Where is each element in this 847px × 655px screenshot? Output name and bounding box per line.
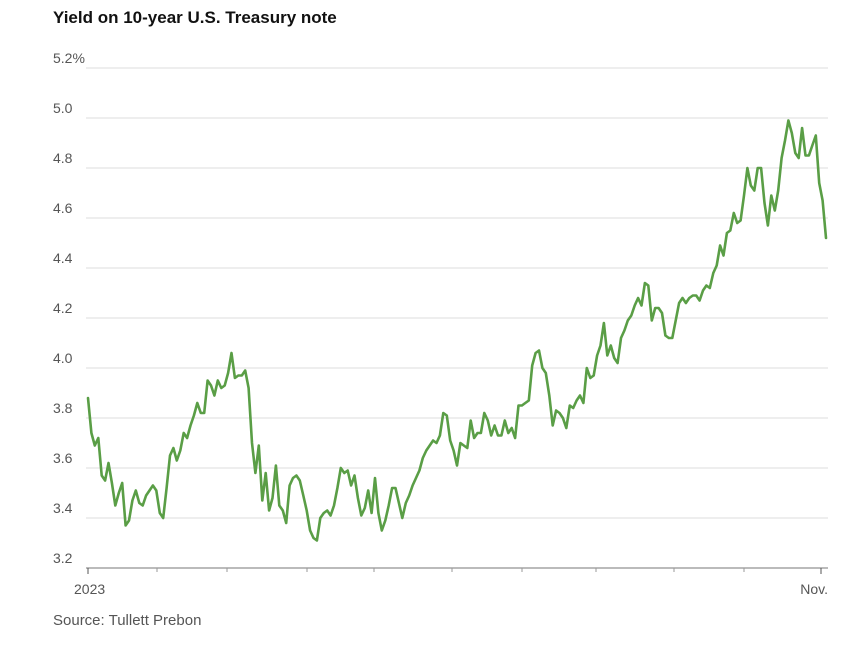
y-tick-label: 5.2% xyxy=(53,50,85,66)
chart-title: Yield on 10-year U.S. Treasury note xyxy=(53,8,337,27)
series-layer xyxy=(86,119,828,542)
y-tick-label: 4.8 xyxy=(53,150,73,166)
y-tick-label: 5.0 xyxy=(53,100,73,116)
y-tick-label: 4.2 xyxy=(53,300,73,316)
x-tick-label: Nov. xyxy=(800,581,828,597)
x-axis: 2023 Nov. xyxy=(74,567,828,597)
y-tick-label: 3.6 xyxy=(53,450,73,466)
y-tick-label: 4.0 xyxy=(53,350,73,366)
y-tick-label: 4.6 xyxy=(53,200,73,216)
gridlines xyxy=(86,67,828,519)
y-tick-label: 4.4 xyxy=(53,250,73,266)
y-tick-label: 3.4 xyxy=(53,500,73,516)
x-tick-label: 2023 xyxy=(74,581,105,597)
source-note: Source: Tullett Prebon xyxy=(53,612,202,629)
series-line-10-year-yield xyxy=(86,119,828,542)
line-chart: 3.2 3.4 3.6 3.8 4.0 4.2 4.4 4.6 4.8 5.0 5.2% 2023 N… xyxy=(53,50,828,597)
y-tick-label: 3.2 xyxy=(53,550,73,566)
y-tick-label: 3.8 xyxy=(53,400,73,416)
y-axis-labels: 3.2 3.4 3.6 3.8 4.0 4.2 4.4 4.6 4.8 5.0 5.2% xyxy=(53,50,85,566)
